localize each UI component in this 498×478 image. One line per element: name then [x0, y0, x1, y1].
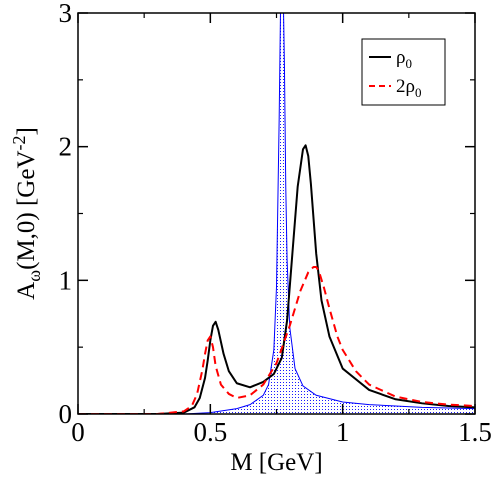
y-tick-label: 0: [59, 399, 73, 429]
y-tick-label: 2: [59, 132, 73, 162]
y-axis-title-middle: (M,0) [GeV: [13, 150, 40, 269]
x-tick-label: 1: [336, 417, 350, 447]
series-layer: [78, 13, 475, 414]
y-axis-title-superscript: -2: [9, 135, 29, 150]
legend-label-rho0-subscript: 0: [405, 56, 412, 71]
series-0-line: [183, 13, 475, 414]
x-axis-title: M [GeV]: [230, 449, 322, 476]
y-tick-label: 1: [59, 265, 73, 295]
legend: ρ0 2ρ0: [361, 38, 446, 106]
y-axis-title: Aω(M,0) [GeV-2]: [9, 127, 44, 300]
legend-label-rho0: ρ0: [396, 47, 412, 71]
y-axis-title-subscript: ω: [24, 270, 44, 282]
legend-box: [361, 38, 446, 106]
legend-label-2rho0-subscript: 0: [415, 85, 422, 100]
x-tick-label: 0.5: [193, 417, 227, 447]
series-1-line: [78, 144, 475, 414]
y-axis-title-base: A: [13, 282, 40, 300]
series-2-line: [78, 265, 475, 414]
x-tick-label: 0: [71, 417, 85, 447]
legend-label-2rho0: 2ρ0: [396, 76, 421, 100]
y-axis-title-end: ]: [13, 127, 40, 135]
legend-label-2rho0-main: 2ρ: [396, 76, 415, 97]
legend-label-rho0-main: ρ: [396, 47, 405, 68]
y-tick-label: 3: [59, 0, 73, 28]
x-tick-label: 1.5: [458, 417, 492, 447]
axis-ticks: 0 0.5 1 1.5 0 1 2 3: [59, 0, 492, 447]
